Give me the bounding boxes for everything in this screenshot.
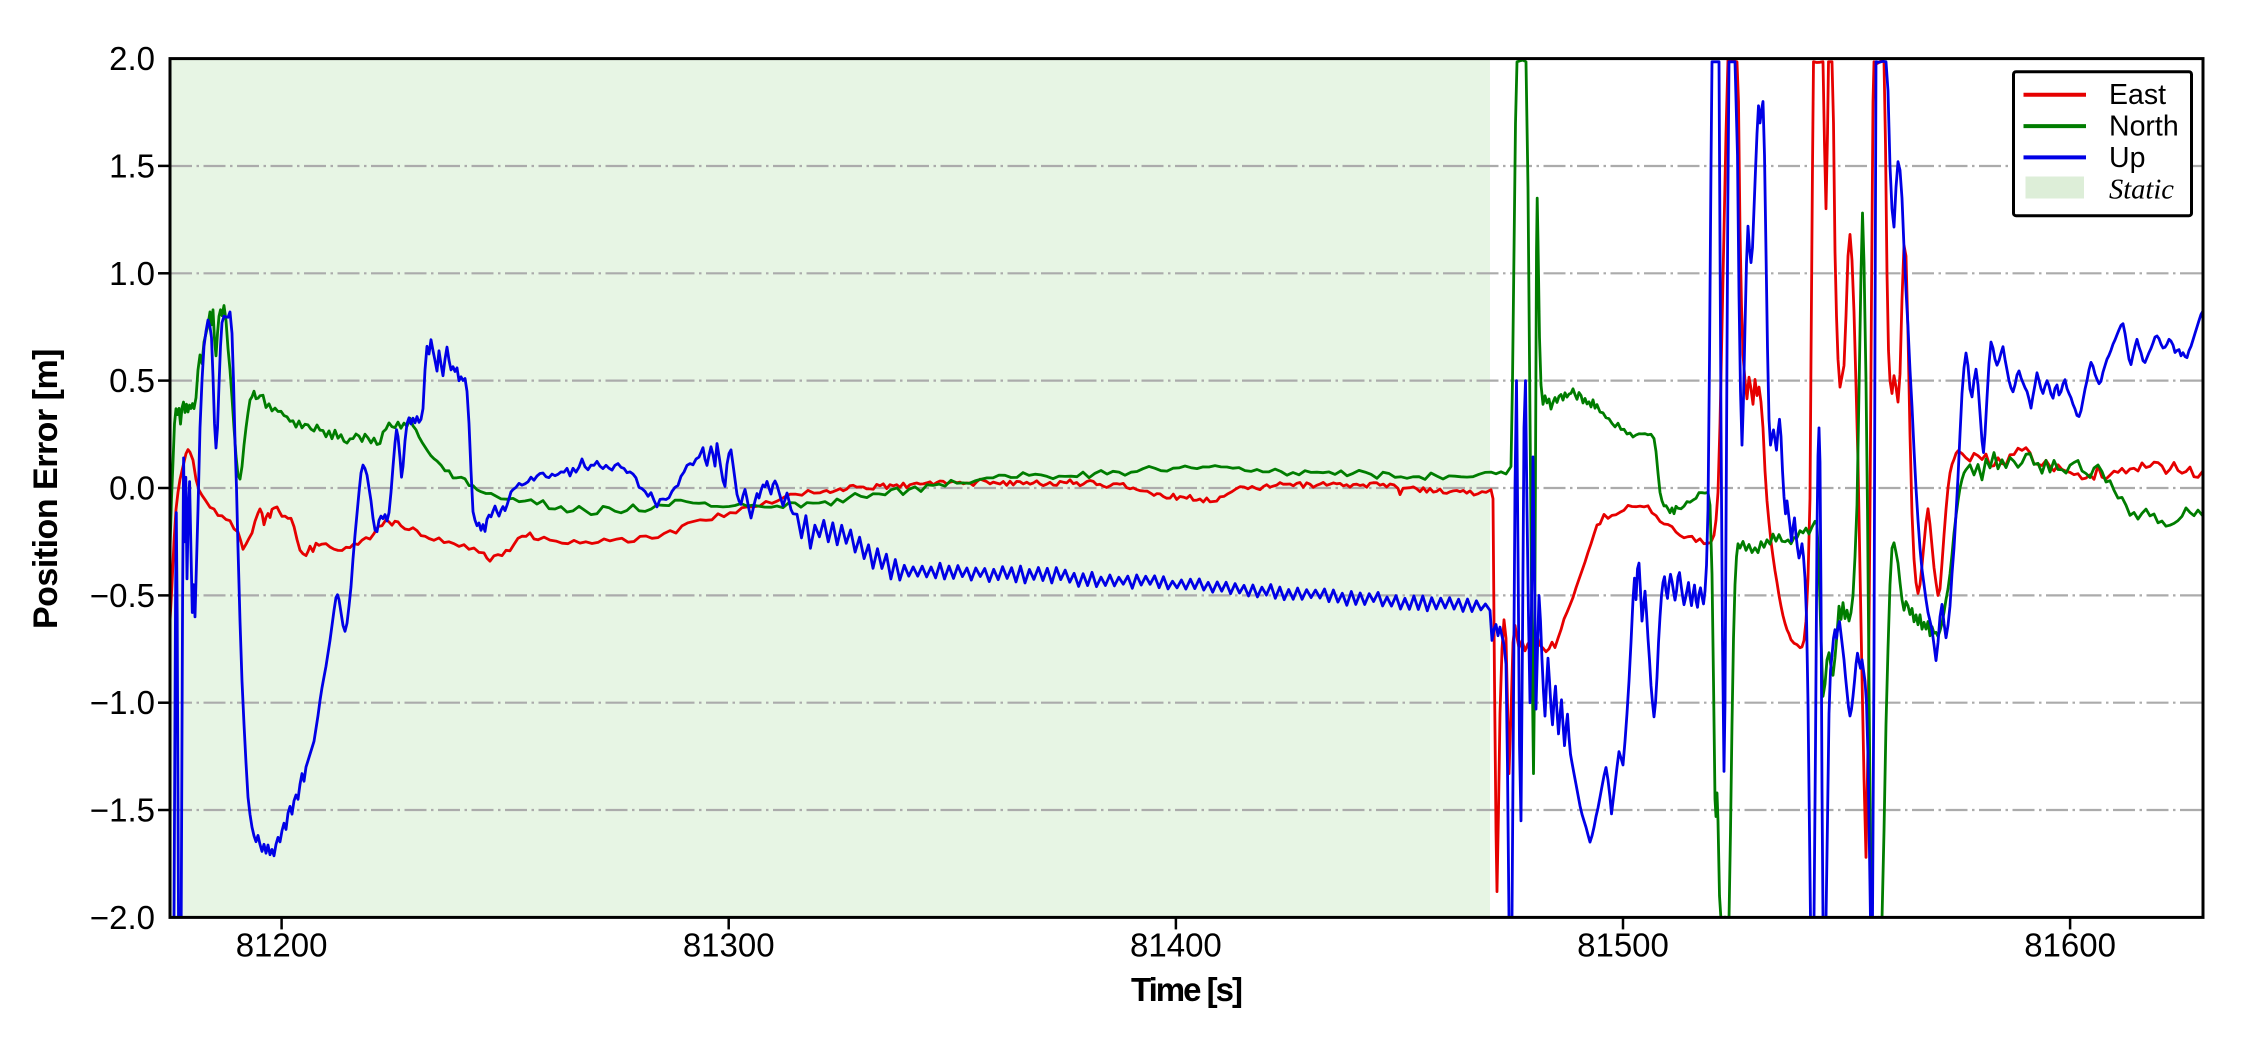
svg-text:81200: 81200 xyxy=(236,927,328,964)
svg-text:Time [s]: Time [s] xyxy=(1131,971,1242,1008)
svg-text:−1.5: −1.5 xyxy=(90,792,155,829)
svg-text:81500: 81500 xyxy=(1577,927,1669,964)
svg-text:81400: 81400 xyxy=(1130,927,1222,964)
svg-text:1.0: 1.0 xyxy=(109,255,155,292)
svg-text:0.0: 0.0 xyxy=(109,470,155,507)
svg-text:2.0: 2.0 xyxy=(109,40,155,77)
svg-text:Up: Up xyxy=(2109,142,2145,174)
svg-text:East: East xyxy=(2109,79,2166,111)
svg-text:−2.0: −2.0 xyxy=(90,899,155,936)
svg-text:81300: 81300 xyxy=(683,927,775,964)
svg-text:North: North xyxy=(2109,111,2179,143)
svg-text:Static: Static xyxy=(2109,174,2174,205)
svg-text:Position Error [m]: Position Error [m] xyxy=(27,349,65,629)
svg-text:−1.0: −1.0 xyxy=(90,684,155,721)
svg-text:−0.5: −0.5 xyxy=(90,577,155,614)
svg-text:81600: 81600 xyxy=(2024,927,2116,964)
svg-text:0.5: 0.5 xyxy=(109,362,155,399)
svg-text:1.5: 1.5 xyxy=(109,147,155,184)
